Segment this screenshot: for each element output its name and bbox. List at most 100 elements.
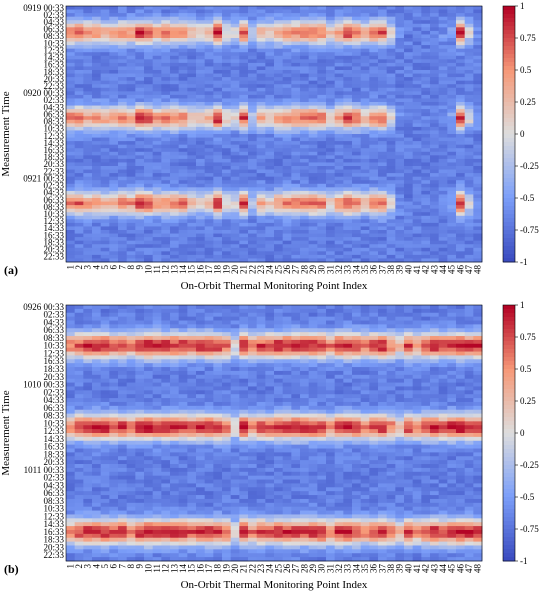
heatmap-cell: [178, 148, 188, 153]
heatmap-cell: [352, 401, 362, 407]
heatmap-cell: [187, 173, 197, 178]
heatmap-cell: [378, 102, 388, 106]
heatmap-cell: [447, 94, 457, 99]
heatmap-cell: [265, 336, 275, 341]
heatmap-cell: [187, 27, 197, 32]
heatmap-cell: [144, 240, 154, 245]
heatmap-cell: [126, 247, 136, 252]
heatmap-cell: [126, 6, 136, 10]
heatmap-cell: [74, 305, 84, 310]
heatmap-cell: [300, 359, 310, 364]
heatmap-cell: [438, 91, 448, 96]
heatmap-cell: [213, 151, 223, 156]
heatmap-cell: [135, 398, 145, 403]
heatmap-cell: [274, 378, 284, 383]
heatmap-cell: [204, 332, 214, 337]
x-tick-label: 12: [161, 265, 171, 274]
heatmap-cell: [109, 201, 119, 206]
heatmap-cell: [447, 343, 457, 349]
heatmap-cell: [196, 6, 206, 10]
heatmap-cell: [438, 112, 448, 117]
heatmap-cell: [222, 102, 232, 106]
heatmap-cell: [230, 162, 240, 167]
heatmap-cell: [291, 367, 301, 372]
heatmap-cell: [74, 109, 84, 114]
heatmap-cell: [360, 251, 370, 256]
heatmap-cell: [464, 41, 474, 46]
heatmap-cell: [178, 13, 188, 18]
heatmap-cell: [404, 158, 414, 163]
heatmap-cell: [334, 126, 344, 131]
heatmap-cell: [74, 312, 84, 318]
heatmap-cell: [256, 119, 266, 124]
heatmap-cell: [126, 386, 136, 391]
colorbar-segment: [503, 142, 515, 147]
heatmap-cell: [109, 237, 119, 242]
heatmap-cell: [447, 123, 457, 128]
heatmap-cell: [326, 351, 336, 356]
heatmap-cell: [265, 41, 275, 46]
heatmap-cell: [178, 198, 188, 202]
heatmap-cell: [178, 109, 188, 114]
heatmap-cell: [152, 41, 162, 46]
heatmap-cell: [92, 123, 102, 128]
heatmap-cell: [317, 70, 327, 74]
heatmap-cell: [334, 134, 344, 138]
heatmap-cell: [369, 34, 379, 39]
heatmap-cell: [265, 386, 275, 391]
heatmap-cell: [196, 102, 206, 106]
heatmap-cell: [83, 378, 93, 383]
heatmap-cell: [412, 62, 422, 67]
heatmap-cell: [83, 30, 93, 35]
colorbar-segment: [503, 202, 515, 207]
heatmap-cell: [334, 198, 344, 202]
heatmap-cell: [404, 316, 414, 321]
heatmap-cell: [464, 73, 474, 78]
heatmap-cell: [109, 413, 119, 418]
heatmap-cell: [456, 401, 466, 407]
heatmap-cell: [412, 219, 422, 224]
heatmap-cell: [412, 230, 422, 234]
heatmap-cell: [83, 359, 93, 364]
heatmap-cell: [100, 409, 110, 415]
heatmap-cell: [170, 70, 180, 74]
heatmap-cell: [213, 215, 223, 220]
heatmap-cell: [204, 123, 214, 128]
heatmap-cell: [395, 48, 405, 53]
heatmap-cell: [187, 109, 197, 114]
heatmap-cell: [334, 183, 344, 188]
heatmap-cell: [456, 141, 466, 146]
y-tick-label: 06:33: [43, 109, 64, 119]
heatmap-cell: [66, 312, 76, 318]
heatmap-cell: [386, 6, 396, 10]
heatmap-cell: [170, 16, 180, 21]
heatmap-cell: [274, 180, 284, 185]
heatmap-cell: [421, 109, 431, 114]
heatmap-cell: [213, 73, 223, 78]
heatmap-cell: [178, 305, 188, 310]
heatmap-cell: [447, 324, 457, 329]
heatmap-cell: [464, 59, 474, 64]
heatmap-cell: [404, 94, 414, 99]
heatmap-cell: [404, 332, 414, 337]
heatmap-cell: [438, 52, 448, 57]
heatmap-cell: [135, 226, 145, 231]
heatmap-cell: [378, 34, 388, 39]
heatmap-cell: [196, 222, 206, 227]
heatmap-cell: [178, 212, 188, 217]
heatmap-cell: [222, 137, 232, 142]
heatmap-cell: [170, 137, 180, 142]
heatmap-cell: [282, 401, 292, 407]
heatmap-cell: [265, 374, 275, 380]
heatmap-cell: [230, 332, 240, 337]
heatmap-cell: [326, 30, 336, 35]
heatmap-cell: [334, 194, 344, 199]
heatmap-cell: [92, 367, 102, 372]
heatmap-cell: [300, 254, 310, 259]
heatmap-cell: [248, 187, 258, 192]
heatmap-cell: [317, 194, 327, 199]
heatmap-cell: [317, 332, 327, 337]
heatmap-cell: [274, 308, 284, 314]
heatmap-cell: [369, 343, 379, 349]
heatmap-cell: [230, 112, 240, 117]
